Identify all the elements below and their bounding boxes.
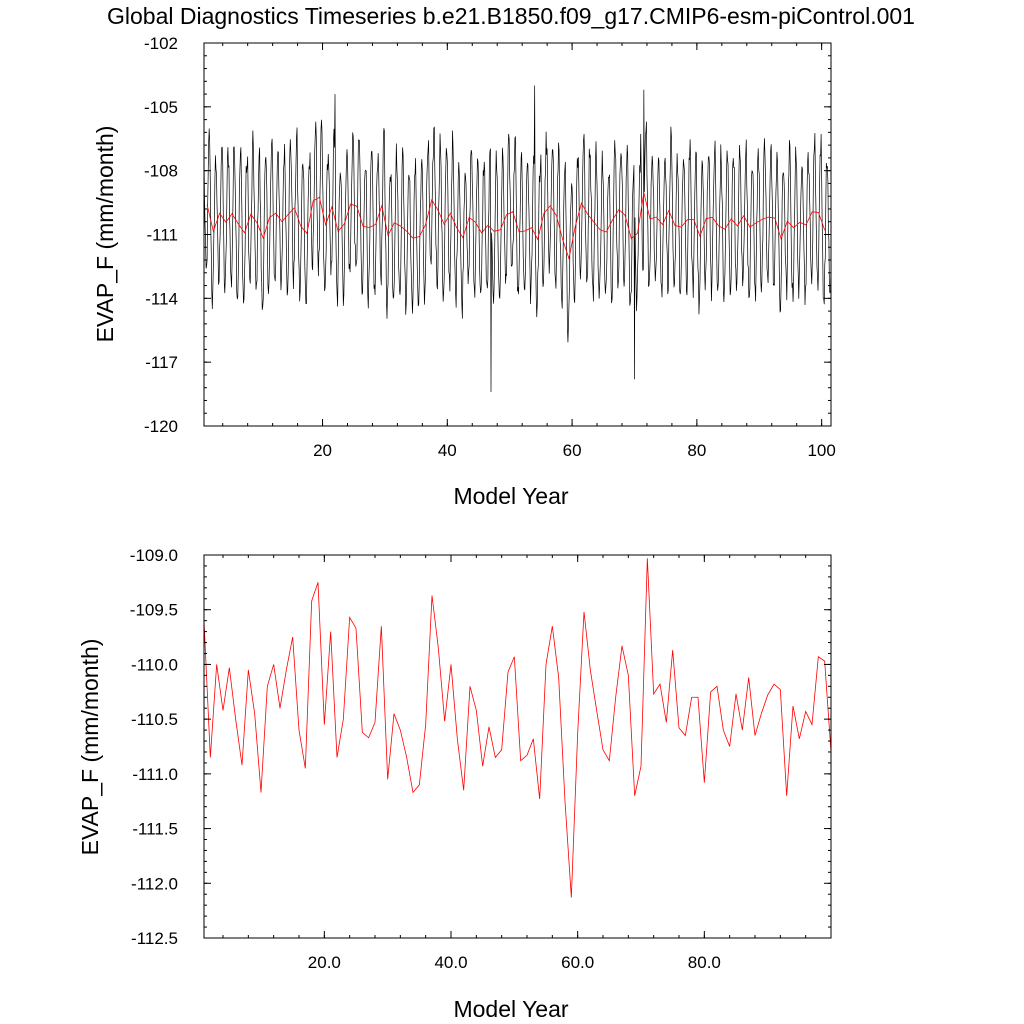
bottom-y-tick-label: -109.0 — [130, 546, 178, 565]
top-axes: 20 40 60 80 100 -120 -117 -114 -111 -108 -105 -102 — [144, 34, 836, 460]
bottom-y-tick-label: -112.5 — [131, 929, 178, 948]
bottom-plot-area — [204, 558, 831, 898]
top-y-tick-label: -102 — [144, 34, 178, 53]
bottom-y-tick-label: -111.5 — [132, 820, 178, 839]
bottom-x-tick-label: 80.0 — [688, 953, 721, 972]
top-y-tick-label: -120 — [144, 417, 178, 436]
top-y-tick-label: -114 — [145, 289, 178, 308]
top-x-tick-label: 100 — [807, 441, 835, 460]
bottom-y-axis-label: EVAP_F (mm/month) — [77, 639, 103, 856]
top-y-tick-label: -108 — [144, 162, 178, 181]
top-x-tick-label: 20 — [313, 441, 332, 460]
top-y-axis-label: EVAP_F (mm/month) — [92, 126, 118, 343]
bottom-y-tick-label: -109.5 — [130, 601, 178, 620]
bottom-y-tick-label: -112.0 — [131, 874, 178, 893]
top-x-axis-label: Model Year — [453, 483, 568, 509]
bottom-frame — [203, 554, 832, 939]
top-monthly-series-line — [204, 85, 831, 392]
top-panel: 20 40 60 80 100-120-117-114-111-108-105-102 … — [92, 34, 836, 509]
top-frame — [203, 42, 832, 427]
bottom-x-tick-label: 20.0 — [308, 953, 341, 972]
bottom-y-tick-label: -111.0 — [132, 765, 178, 784]
top-plot-area — [204, 85, 831, 392]
figure-title: Global Diagnostics Timeseries b.e21.B185… — [107, 3, 915, 29]
top-y-tick-label: -117 — [145, 353, 178, 372]
top-y-tick-label: -111 — [146, 226, 178, 245]
top-x-tick-label: 80 — [687, 441, 706, 460]
bottom-y-tick-label: -110.5 — [131, 710, 178, 729]
top-annual-series-line — [206, 192, 826, 261]
top-x-tick-label: 40 — [438, 441, 457, 460]
bottom-panel: 20.0 40.0 60.0 80.0 -112.5 -112.0 -111.5 -111.0… — [77, 546, 832, 1022]
bottom-x-axis-label: Model Year — [453, 996, 568, 1022]
bottom-x-tick-label: 40.0 — [434, 953, 467, 972]
top-y-tick-label: -105 — [144, 98, 178, 117]
bottom-axes: 20.0 40.0 60.0 80.0 -112.5 -112.0 -111.5 -111.0… — [130, 546, 832, 972]
bottom-annual-series-line — [204, 558, 831, 898]
bottom-y-tick-label: -110.0 — [131, 655, 178, 674]
bottom-x-tick-label: 60.0 — [561, 953, 594, 972]
top-x-tick-label: 60 — [563, 441, 582, 460]
